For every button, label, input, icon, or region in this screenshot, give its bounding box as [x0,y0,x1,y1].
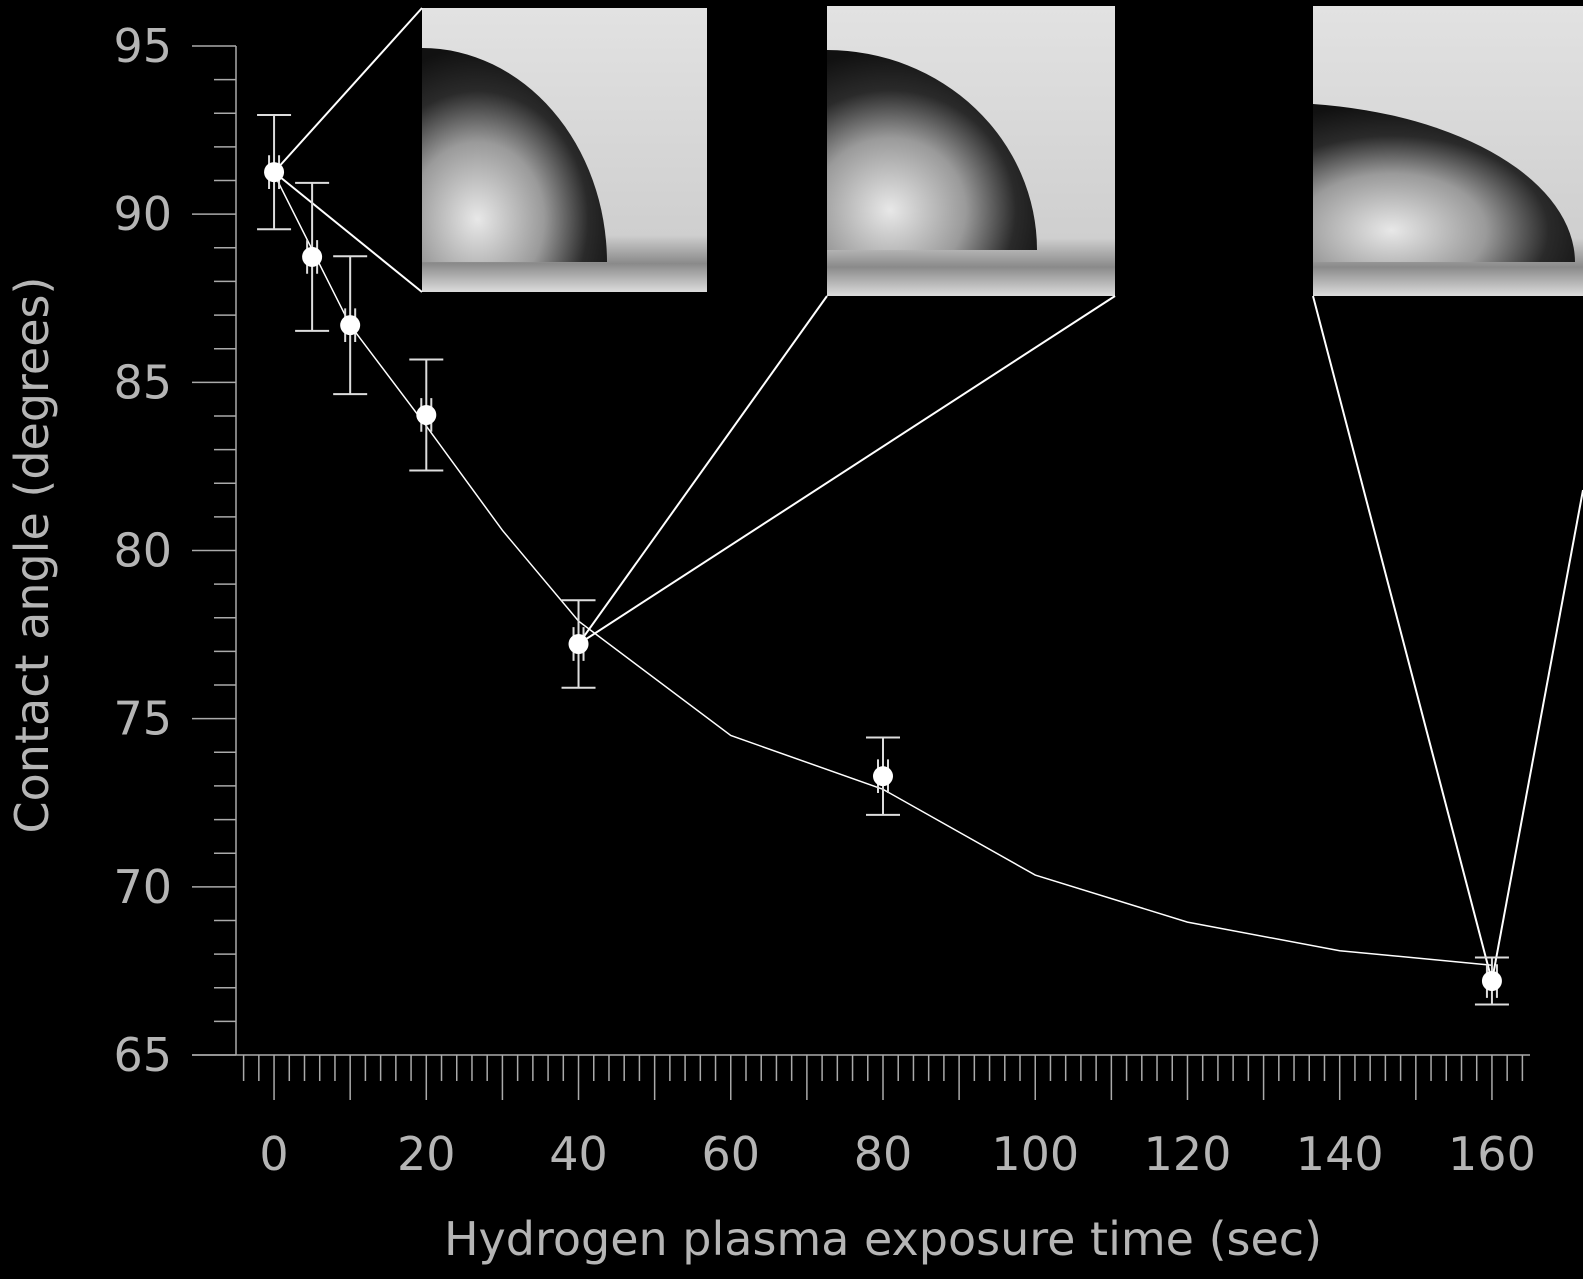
data-point [569,634,589,654]
x-tick-label: 80 [854,1127,913,1181]
inset-photo-3 [1313,6,1583,296]
x-tick-label: 40 [549,1127,608,1181]
page: Contact angle (degrees) Hydrogen plasma … [0,0,1583,1279]
x-tick-label: 120 [1144,1127,1232,1181]
data-point [416,405,436,425]
x-tick-label: 20 [397,1127,456,1181]
connector [579,296,827,644]
y-tick-label: 85 [113,355,172,409]
chart: Contact angle (degrees) Hydrogen plasma … [0,0,1583,1279]
y-tick-label: 80 [113,524,172,578]
x-tick-label: 100 [991,1127,1079,1181]
connector [274,8,422,172]
data-point [264,162,284,182]
x-tick-label: 160 [1448,1127,1536,1181]
y-tick-label: 90 [113,187,172,241]
y-tick-label: 95 [113,19,172,73]
data-point [302,247,322,267]
data-point [1482,971,1502,991]
y-tick-label: 65 [113,1028,172,1082]
connector [274,172,422,292]
data-point [873,766,893,786]
connector [579,296,1115,644]
y-tick-label: 75 [113,692,172,746]
x-tick-label: 60 [701,1127,760,1181]
x-tick-label: 0 [259,1127,288,1181]
y-axis-label: Contact angle (degrees) [5,277,59,834]
data-point [340,315,360,335]
x-tick-label: 140 [1296,1127,1384,1181]
inset-photo-1 [422,8,707,292]
connector [1492,490,1583,981]
connector [1313,296,1492,981]
y-tick-label: 70 [113,860,172,914]
x-axis-label: Hydrogen plasma exposure time (sec) [444,1212,1322,1266]
inset-photo-2 [827,6,1115,296]
